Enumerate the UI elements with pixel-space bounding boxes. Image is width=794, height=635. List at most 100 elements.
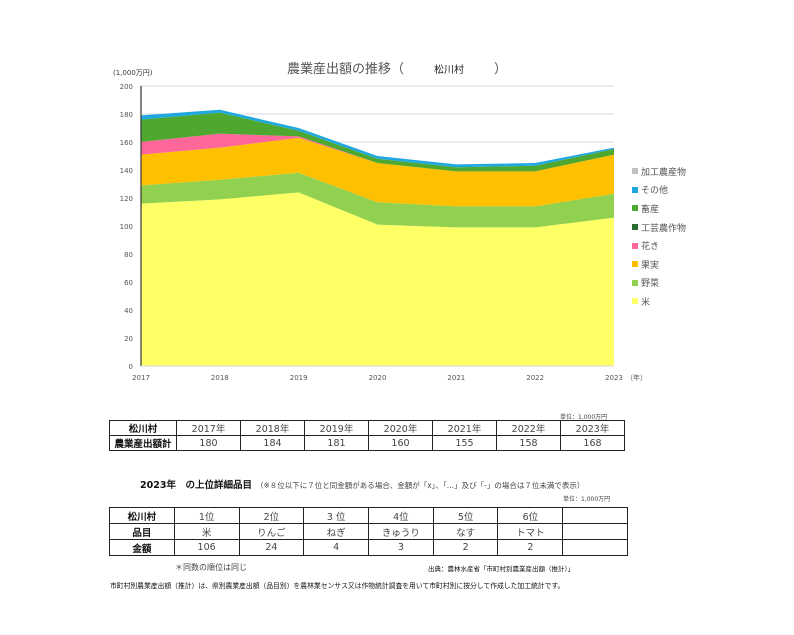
item-cell: 米 xyxy=(173,523,240,540)
x-tick-label: 2021 xyxy=(447,374,465,382)
municipality-cell: 松川村 xyxy=(109,420,177,436)
year-cell: 2021年 xyxy=(432,420,497,436)
legend-swatch-icon xyxy=(632,224,638,231)
municipality-cell: 松川村 xyxy=(109,507,175,524)
rank-cell: 1位 xyxy=(173,507,240,524)
totals-header-row: 松川村 2017年 2018年 2019年 2020年 2021年 2022年 … xyxy=(109,420,625,436)
y-tick-label: 160 xyxy=(120,139,133,147)
y-tick-label: 20 xyxy=(124,335,133,343)
legend-label: 米 xyxy=(641,297,651,308)
rank-cell: 4位 xyxy=(368,507,434,524)
legend-item: 花き xyxy=(632,236,686,255)
amount-cell: 4 xyxy=(303,539,369,556)
area-series-畜産 xyxy=(141,112,614,172)
value-cell: 184 xyxy=(240,435,305,451)
y-tick-label: 140 xyxy=(120,167,133,175)
legend-item: 果実 xyxy=(632,255,686,274)
y-tick-label: 100 xyxy=(120,223,133,231)
y-tick-label: 120 xyxy=(120,195,133,203)
value-cell: 181 xyxy=(304,435,369,451)
x-axis-unit: （年） xyxy=(626,373,647,382)
top-items-table: 松川村 1位 2位 3 位 4位 5位 6位 品目 米 りんご ねぎ きゅうり … xyxy=(109,507,628,556)
legend-label: 花き xyxy=(641,242,660,253)
totals-value-row: 農業産出額計 180 184 181 160 155 158 168 xyxy=(109,435,625,451)
rank-cell: 5位 xyxy=(432,507,499,524)
x-tick-label: 2018 xyxy=(211,374,229,382)
annual-totals-table: 松川村 2017年 2018年 2019年 2020年 2021年 2022年 … xyxy=(109,420,625,451)
x-tick-label: 2022 xyxy=(526,374,544,382)
item-cell: なす xyxy=(432,523,499,540)
legend-item: 工芸農作物 xyxy=(632,218,686,237)
area-series-野菜 xyxy=(141,172,614,228)
item-cell: トマト xyxy=(497,523,564,540)
x-tick-label: 2023 xyxy=(605,374,623,382)
top-items-heading: 2023年 の上位詳細品目 （※８位以下に７位と同金額がある場合、金額が「x」、「… xyxy=(140,477,584,491)
legend-swatch-icon xyxy=(632,242,638,249)
x-tick-label: 2017 xyxy=(132,374,150,382)
amount-cell xyxy=(562,539,628,556)
x-tick-label: 2019 xyxy=(290,374,308,382)
amount-cell: 2 xyxy=(432,539,499,556)
stacked-area-chart: 0 20 40 60 80 100 120 140 160 180 200 2017 2018 2019 2… xyxy=(120,83,647,382)
rank-cell: 3 位 xyxy=(303,507,369,524)
area-series-米 xyxy=(141,192,614,366)
amount-label-cell: 金額 xyxy=(109,539,175,556)
amount-cell: 24 xyxy=(238,539,305,556)
top-items-title: 2023年 の上位詳細品目 xyxy=(140,480,252,491)
item-cell: ねぎ xyxy=(303,523,369,540)
year-cell: 2020年 xyxy=(368,420,433,436)
amount-cell: 3 xyxy=(368,539,434,556)
chart-title-municipality: 松川村 xyxy=(434,65,464,76)
legend-item: 野菜 xyxy=(632,274,686,293)
top-items-note: （※８位以下に７位と同金額がある場合、金額が「x」、「…」及び「-」の場合は７位… xyxy=(255,481,585,490)
legend-label: 野菜 xyxy=(641,279,660,290)
legend-swatch-icon xyxy=(632,168,638,175)
legend-item: 畜産 xyxy=(632,199,686,218)
rank-footnote: ＊同数の順位は同じ xyxy=(175,563,247,572)
legend-label: 加工農産物 xyxy=(641,167,687,178)
legend-swatch-icon xyxy=(632,279,638,286)
y-tick-label: 40 xyxy=(124,307,133,315)
amount-row: 金額 106 24 4 3 2 2 xyxy=(109,539,628,556)
year-cell: 2019年 xyxy=(304,420,369,436)
rank-cell xyxy=(562,507,628,524)
statistics-description: 市町村別農業産出額（推計）は、県別農業産出額（品目別）を農林業センサス又は作物統… xyxy=(110,582,565,590)
legend-label: 畜産 xyxy=(641,204,660,215)
amount-cell: 2 xyxy=(497,539,564,556)
legend-swatch-icon xyxy=(632,186,638,193)
item-cell: きゅうり xyxy=(368,523,434,540)
rank-row: 松川村 1位 2位 3 位 4位 5位 6位 xyxy=(109,507,628,524)
chart-title-prefix: 農業産出額の推移（ xyxy=(286,62,404,77)
item-label-cell: 品目 xyxy=(109,523,175,540)
rank-cell: 6位 xyxy=(497,507,564,524)
chart-title: 農業産出額の推移（ 松川村 ） xyxy=(0,58,794,77)
y-tick-label: 0 xyxy=(129,363,133,371)
year-cell: 2023年 xyxy=(560,420,625,436)
chart-title-suffix: ） xyxy=(494,62,508,77)
rank-cell: 2位 xyxy=(238,507,305,524)
value-cell: 168 xyxy=(560,435,625,451)
legend-label: 工芸農作物 xyxy=(641,223,687,234)
legend-swatch-icon xyxy=(632,298,638,305)
legend-swatch-icon xyxy=(632,205,638,212)
value-cell: 180 xyxy=(176,435,241,451)
source-citation: 出典：農林水産省「市町村別農業産出額（推計）」 xyxy=(428,565,575,573)
area-series-花き xyxy=(141,133,614,172)
x-tick-label: 2020 xyxy=(369,374,387,382)
value-cell: 155 xyxy=(432,435,497,451)
y-tick-label: 60 xyxy=(124,279,133,287)
item-cell xyxy=(562,523,628,540)
totals-unit-label: 単位：1,000万円 xyxy=(560,414,608,421)
value-cell: 160 xyxy=(368,435,433,451)
year-cell: 2017年 xyxy=(176,420,241,436)
area-series-果実 xyxy=(141,137,614,207)
item-row: 品目 米 りんご ねぎ きゅうり なす トマト xyxy=(109,523,628,540)
item-cell: りんご xyxy=(238,523,305,540)
chart-legend: 加工農産物その他畜産工芸農作物花き果実野菜米 xyxy=(632,162,686,311)
y-axis-unit-label: (1,000万円) xyxy=(113,69,153,77)
top-items-unit-label: 単位：1,000万円 xyxy=(563,496,611,503)
amount-cell: 106 xyxy=(173,539,240,556)
year-cell: 2022年 xyxy=(496,420,561,436)
legend-item: その他 xyxy=(632,181,686,200)
legend-label: 果実 xyxy=(641,260,660,271)
